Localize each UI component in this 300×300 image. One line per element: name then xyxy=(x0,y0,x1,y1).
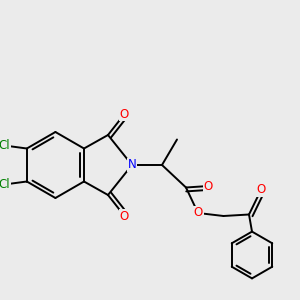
Text: O: O xyxy=(204,179,213,193)
Text: O: O xyxy=(120,209,129,223)
Text: Cl: Cl xyxy=(0,139,10,152)
Text: N: N xyxy=(128,158,136,172)
Text: O: O xyxy=(256,183,266,196)
Text: O: O xyxy=(120,107,129,121)
Text: O: O xyxy=(194,206,202,220)
Text: Cl: Cl xyxy=(0,178,10,191)
